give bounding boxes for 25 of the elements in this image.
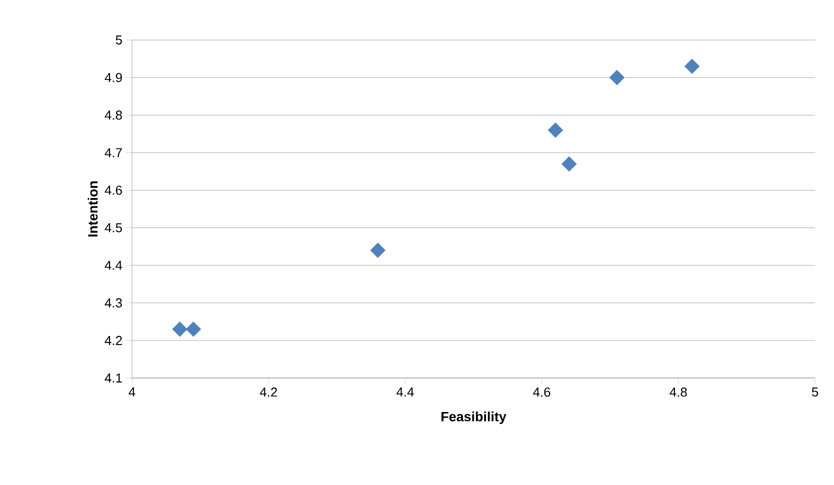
point bbox=[609, 70, 625, 86]
x-tick-label: 4.8 bbox=[670, 388, 687, 397]
point bbox=[548, 122, 564, 138]
y-tick-label: 4.3 bbox=[104, 298, 122, 308]
x-tick-label: 4.6 bbox=[533, 388, 550, 397]
y-tick-label: 4.5 bbox=[104, 223, 122, 232]
y-tick-label: 4.8 bbox=[104, 110, 122, 120]
point bbox=[561, 156, 577, 172]
point bbox=[172, 322, 188, 337]
y-tick-label: 4.6 bbox=[104, 186, 122, 195]
y-tick-label: 4.9 bbox=[104, 72, 122, 82]
point bbox=[370, 242, 386, 258]
point bbox=[186, 322, 202, 337]
y-axis-title: Intention bbox=[88, 181, 98, 236]
x-tick-label: 4.2 bbox=[260, 388, 277, 397]
y-tick-label: 4.2 bbox=[104, 336, 122, 345]
y-tick-label: 5 bbox=[116, 35, 122, 45]
x-tick-label: 4.4 bbox=[396, 388, 414, 396]
point bbox=[684, 58, 700, 74]
x-tick-label: 5 bbox=[812, 388, 818, 397]
x-axis-title: Feasibility bbox=[442, 412, 506, 424]
x-tick-label: 4 bbox=[128, 388, 136, 396]
y-tick-label: 4.1 bbox=[104, 374, 122, 382]
y-tick-label: 4.4 bbox=[104, 260, 122, 270]
y-tick-label: 4.7 bbox=[104, 148, 122, 158]
